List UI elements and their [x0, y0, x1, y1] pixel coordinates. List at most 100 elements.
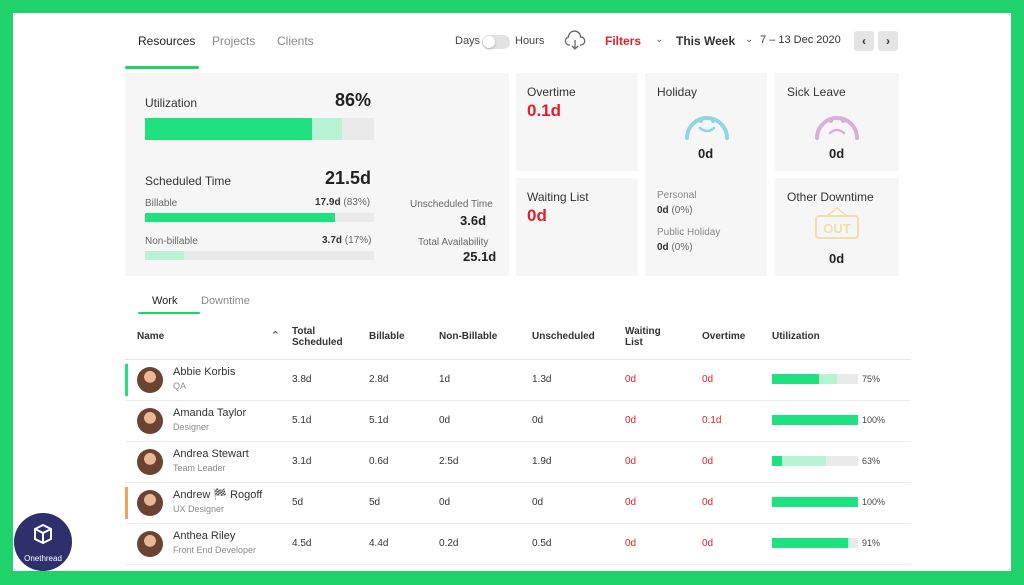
- waiting-list-cell: 0d: [625, 359, 702, 401]
- table-row[interactable]: Andrea Stewart Team Leader 3.1d 0.6d 2.5d 1.9…: [125, 441, 911, 483]
- overtime-value: 0.1d: [527, 101, 562, 120]
- next-week-button[interactable]: ›: [878, 31, 898, 51]
- overtime-label: Overtime: [527, 85, 576, 99]
- top-navigation: Resources Projects Clients Days Hours Fi…: [125, 29, 911, 71]
- out-sign-icon: OUT: [813, 206, 861, 245]
- cloud-download-icon[interactable]: [563, 29, 587, 58]
- tab-clients[interactable]: Clients: [277, 34, 314, 48]
- column-waiting-label-1: Waiting: [625, 325, 661, 337]
- billable-cell: 5d: [369, 482, 439, 524]
- utilization-bar: [772, 497, 858, 508]
- availability-value: 25.1d: [463, 249, 497, 264]
- non-billable-cell: 2.5d: [439, 441, 532, 483]
- person-name[interactable]: Andrea Stewart: [173, 448, 249, 460]
- week-selector[interactable]: This Week: [676, 34, 736, 48]
- row-status-marker: [125, 405, 128, 437]
- utilization-cell: 100%: [772, 400, 911, 442]
- column-total-label-1: Total: [292, 325, 316, 337]
- onethread-logo: Onethread: [14, 513, 72, 571]
- avatar: [137, 448, 163, 475]
- active-tab-underline: [125, 66, 199, 69]
- billable-label: Billable: [145, 198, 178, 209]
- non-billable-cell: 0.2d: [439, 523, 532, 565]
- out-sign-text: OUT: [823, 221, 851, 236]
- other-downtime-card: Other Downtime OUT 0d: [775, 178, 899, 276]
- row-status-marker: [125, 528, 128, 560]
- utilization-cell: 91%: [772, 523, 911, 565]
- person-name[interactable]: Abbie Korbis: [173, 366, 236, 378]
- nonbillable-pct: (17%): [344, 235, 372, 246]
- prev-week-button[interactable]: ‹: [854, 31, 874, 51]
- toggle-knob: [483, 36, 495, 48]
- utilization-bar-secondary: [772, 456, 827, 467]
- table-row[interactable]: Abbie Korbis QA 3.8d 2.8d 1d 1.3d 0d 0d 75%: [125, 359, 911, 401]
- column-waiting-list: Waiting List: [625, 315, 702, 360]
- public-holiday-value: 0d: [657, 242, 669, 253]
- non-billable-cell: 1d: [439, 359, 532, 401]
- billable-bar-fill: [145, 213, 336, 222]
- utilization-bar-fill: [772, 456, 783, 467]
- chevron-left-icon: ‹: [862, 34, 866, 48]
- avatar: [137, 407, 163, 434]
- availability-label: Total Availability: [418, 237, 489, 248]
- nonbillable-amount: 3.7d (17%): [322, 235, 371, 246]
- utilization-percent: 91%: [862, 538, 881, 549]
- public-holiday-amount: 0d (0%): [657, 242, 693, 253]
- filters-button[interactable]: Filters: [605, 34, 642, 48]
- person-role: Designer: [173, 422, 210, 432]
- total-scheduled-cell: 3.8d: [292, 359, 369, 401]
- person-name[interactable]: Andrew 🏁 Rogoff: [173, 489, 263, 501]
- billable-cell: 4.4d: [369, 523, 439, 565]
- utilization-percent: 75%: [862, 374, 881, 385]
- sort-ascending-icon[interactable]: ⌃: [270, 330, 280, 342]
- overtime-cell: 0d: [702, 441, 772, 483]
- utilization-cell: 100%: [772, 482, 911, 524]
- waiting-list-cell: 0d: [625, 523, 702, 565]
- holiday-value: 0d: [698, 146, 714, 161]
- row-status-marker: [125, 486, 128, 519]
- utilization-bar-fill: [772, 415, 858, 426]
- column-billable: Billable: [369, 315, 439, 360]
- utilization-cell: 63%: [772, 441, 911, 483]
- billable-cell: 0.6d: [369, 441, 439, 483]
- tab-projects[interactable]: Projects: [212, 34, 256, 48]
- other-downtime-label: Other Downtime: [787, 190, 874, 204]
- waiting-list-value: 0d: [527, 206, 547, 225]
- table-row[interactable]: Anthea Riley Front End Developer 4.5d 4.4d 0…: [125, 523, 911, 565]
- utilization-bar-fill: [772, 538, 848, 549]
- public-holiday-label: Public Holiday: [657, 227, 721, 238]
- utilization-bar-fill: [772, 374, 820, 385]
- table-row[interactable]: Andrew 🏁 Rogoff UX Designer 5d 5d 0d 0d 0d 0d 10…: [125, 482, 911, 524]
- logo-mark-icon: [34, 523, 52, 545]
- unscheduled-cell: 0.5d: [532, 523, 625, 565]
- person-name[interactable]: Amanda Taylor: [173, 407, 247, 419]
- column-name[interactable]: Name ⌃: [125, 315, 292, 360]
- utilization-label: Utilization: [145, 96, 198, 110]
- column-utilization: Utilization: [772, 315, 911, 360]
- utilization-percent: 63%: [862, 456, 881, 467]
- utilization-card: Utilization 86% Scheduled Time 21.5d Bil…: [125, 73, 509, 276]
- holiday-card: Holiday 0d Personal 0d (0%) Public Holid…: [645, 73, 767, 276]
- table-row[interactable]: Amanda Taylor Designer 5.1d 5.1d 0d 0d 0d 0.1d 1…: [125, 400, 911, 442]
- sick-leave-card: Sick Leave 0d: [775, 73, 899, 171]
- tab-downtime[interactable]: Downtime: [201, 295, 250, 307]
- utilization-percent: 100%: [862, 497, 886, 508]
- utilization-bar-fill: [772, 497, 858, 508]
- nonbillable-bar: [145, 251, 374, 260]
- app-frame: Resources Projects Clients Days Hours Fi…: [13, 13, 1011, 571]
- scheduled-time-label: Scheduled Time: [145, 174, 232, 188]
- unscheduled-label: Unscheduled Time: [410, 199, 493, 210]
- tab-work[interactable]: Work: [152, 295, 178, 307]
- toggle-label-hours: Hours: [515, 35, 545, 47]
- toggle-label-days: Days: [455, 35, 481, 47]
- tab-resources[interactable]: Resources: [138, 34, 196, 48]
- days-hours-toggle[interactable]: [482, 35, 510, 49]
- waiting-list-label: Waiting List: [527, 190, 589, 204]
- total-scheduled-cell: 5d: [292, 482, 369, 524]
- person-name[interactable]: Anthea Riley: [173, 530, 236, 542]
- non-billable-cell: 0d: [439, 400, 532, 442]
- total-scheduled-cell: 4.5d: [292, 523, 369, 565]
- date-range: 7 – 13 Dec 2020: [760, 34, 841, 46]
- utilization-bar-fill: [145, 118, 313, 140]
- utilization-bar: [772, 415, 858, 426]
